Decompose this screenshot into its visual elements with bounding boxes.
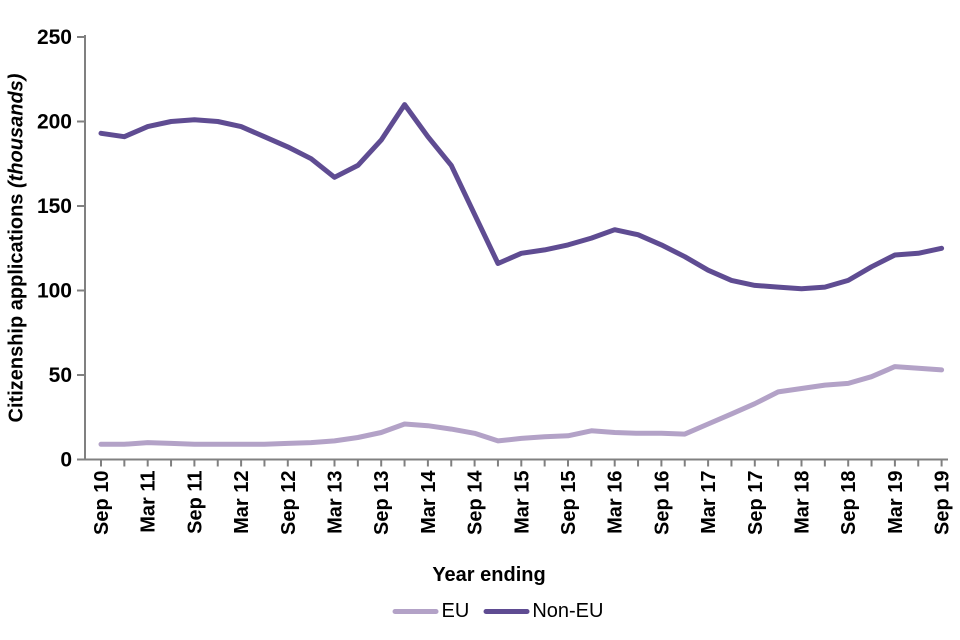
y-axis-title: Citizenship applications (thousands)	[6, 74, 29, 423]
legend-item-eu: EU	[392, 600, 470, 622]
legend-label-non-eu: Non-EU	[532, 600, 604, 622]
x-tick-label: Sep 14	[465, 470, 487, 535]
x-tick-label: Mar 14	[418, 470, 440, 534]
x-tick-label: Mar 15	[511, 471, 533, 534]
legend-label-eu: EU	[441, 600, 470, 622]
x-tick-label: Sep 19	[932, 471, 954, 535]
x-tick-label: Mar 11	[138, 471, 160, 533]
eu-line-swatch	[392, 608, 439, 614]
x-tick-label: Sep 16	[651, 471, 673, 535]
x-tick-label: Sep 13	[371, 471, 393, 535]
y-tick-label: 0	[60, 449, 72, 472]
x-tick-label: Mar 17	[698, 471, 720, 534]
x-tick-label: Mar 13	[325, 471, 347, 534]
x-axis-title: Year ending	[432, 564, 546, 586]
series-line-non-eu	[98, 102, 945, 292]
series-line-eu	[98, 364, 945, 447]
x-tick-label: Mar 18	[792, 471, 814, 534]
x-tick-label: Sep 10	[91, 471, 113, 535]
x-tick-label: Sep 11	[184, 471, 206, 534]
y-tick-label: 250	[37, 26, 72, 49]
x-tick-label: Mar 19	[885, 471, 907, 534]
x-tick-label: Mar 16	[605, 471, 627, 534]
x-tick-label: Sep 18	[838, 471, 860, 535]
y-tick-label: 50	[49, 364, 72, 387]
legend-item-non-eu: Non-EU	[483, 600, 603, 622]
y-tick-label: 150	[37, 195, 72, 218]
x-tick-label: Sep 12	[278, 471, 300, 535]
y-axis-title-text: Citizenship applications	[5, 193, 28, 423]
y-axis-title-units: (thousands)	[5, 73, 28, 188]
y-tick-label: 100	[37, 280, 72, 303]
y-tick-label: 200	[37, 111, 72, 134]
non-eu-line-swatch	[483, 608, 530, 614]
x-tick-label: Mar 12	[231, 471, 253, 534]
legend: EU Non-EU	[392, 600, 603, 622]
x-tick-label: Sep 15	[558, 471, 580, 535]
x-tick-label: Sep 17	[745, 471, 767, 535]
